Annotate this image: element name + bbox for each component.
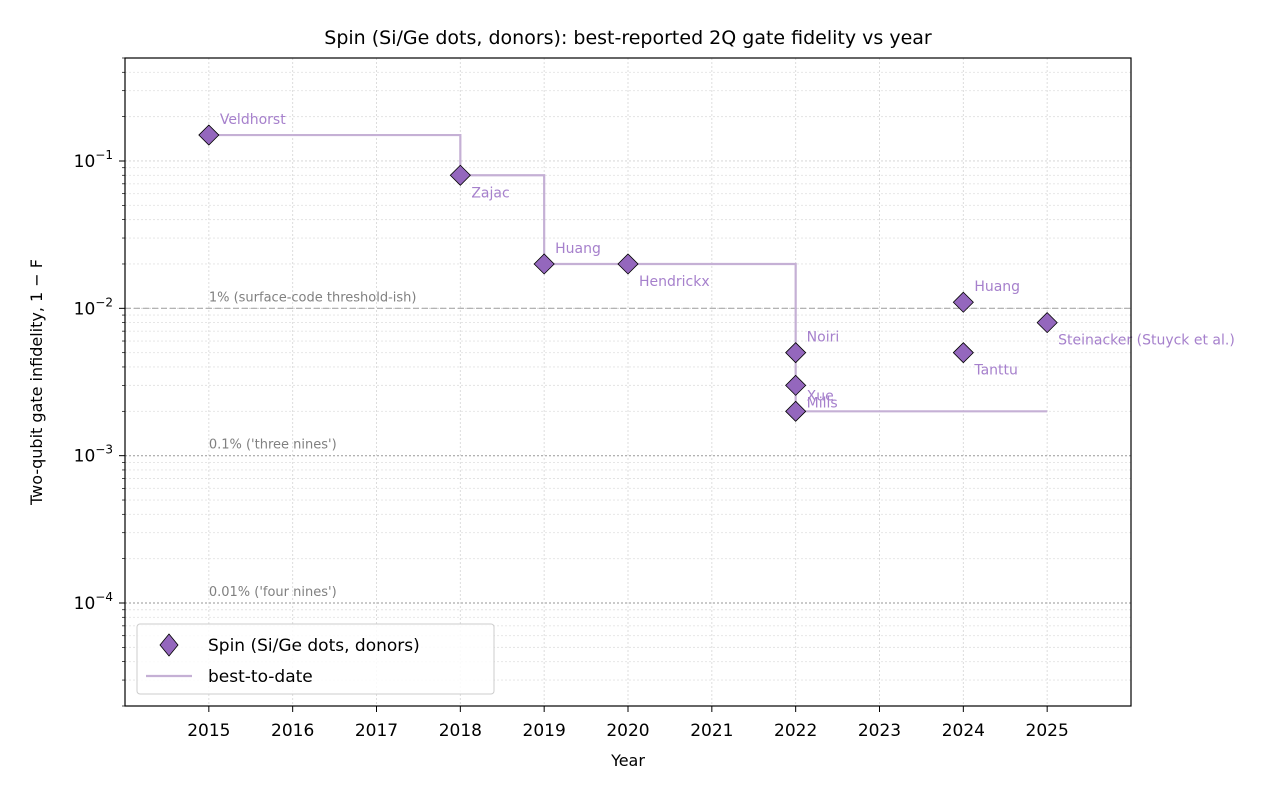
y-tick-label: 10−3 — [74, 443, 113, 467]
point-labels: Veldhorst Zajac Huang Hendrickx Noiri MillsXu… — [220, 112, 1235, 411]
y-tick-label: 10−1 — [74, 148, 113, 172]
x-tick-label: 2019 — [523, 721, 566, 741]
legend-label-best-to-date: best-to-date — [208, 667, 313, 687]
data-point-label: Huang — [555, 241, 601, 257]
data-point-diamond — [785, 342, 807, 364]
data-point-diamond — [952, 342, 974, 364]
data-point-label: Mills — [807, 395, 838, 411]
data-point-diamond — [952, 291, 974, 313]
legend-box — [136, 623, 495, 695]
data-point-label: Steinacker (Stuyck et al.) — [1058, 333, 1235, 349]
reference-line-label: 1% (surface-code threshold-ish) — [209, 290, 417, 305]
data-point-diamond — [617, 253, 639, 275]
x-tick-label: 2018 — [439, 721, 482, 741]
x-tick-label: 2017 — [355, 721, 398, 741]
reference-lines: 1% (surface-code threshold-ish) 0.1% ('th… — [125, 290, 1131, 604]
x-tick-label: 2024 — [942, 721, 985, 741]
x-tick-label: 2020 — [606, 721, 649, 741]
data-point-label: Zajac — [471, 185, 509, 201]
data-point-diamond — [785, 374, 807, 396]
legend-diamond-marker — [159, 633, 179, 657]
x-axis-label: Year — [610, 751, 645, 770]
data-point-label: Hendrickx — [639, 274, 710, 290]
x-tick-label: 2021 — [690, 721, 733, 741]
legend: Spin (Si/Ge dots, donors) best-to-date — [136, 623, 495, 695]
legend-label-spin: Spin (Si/Ge dots, donors) — [208, 636, 420, 656]
data-point-label: Veldhorst — [220, 112, 286, 128]
x-axis: 2015 2016 2017 2018 2019 2020 2021 2022 2023 2024… — [187, 706, 1069, 741]
chart-title: Spin (Si/Ge dots, donors): best-reported… — [324, 27, 932, 49]
y-tick-label: 10−4 — [74, 590, 113, 614]
x-tick-label: 2025 — [1026, 721, 1069, 741]
reference-line-label: 0.01% ('four nines') — [209, 585, 337, 600]
y-axis: 10−1 10−2 10−3 10−4 — [74, 57, 125, 707]
data-point-diamond — [1036, 312, 1058, 334]
y-tick-label: 10−2 — [74, 295, 113, 319]
data-point-label: Xue — [807, 388, 834, 404]
data-point-diamond — [533, 253, 555, 275]
x-tick-label: 2015 — [187, 721, 230, 741]
data-point-diamond — [198, 124, 220, 146]
x-tick-label: 2016 — [271, 721, 314, 741]
x-tick-label: 2023 — [858, 721, 901, 741]
data-point-label: Noiri — [807, 330, 840, 346]
data-point-label: Huang — [974, 279, 1020, 295]
data-point-label: Tanttu — [973, 363, 1018, 379]
x-tick-label: 2022 — [774, 721, 817, 741]
y-axis-label: Two-qubit gate infidelity, 1 − F — [27, 259, 46, 506]
grid — [125, 57, 1131, 707]
data-point-diamond — [449, 164, 471, 186]
data-point-diamond — [785, 400, 807, 422]
reference-line-label: 0.1% ('three nines') — [209, 438, 337, 453]
data-markers — [198, 124, 1058, 422]
